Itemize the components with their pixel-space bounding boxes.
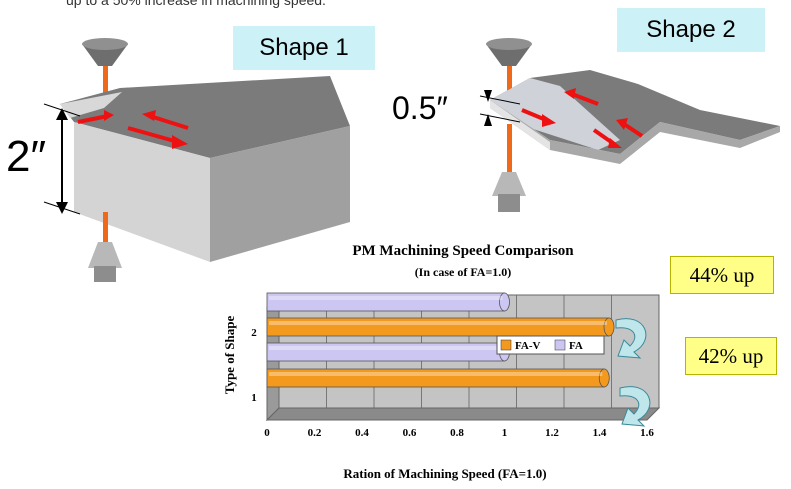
x-tick-label: 0.2 — [308, 427, 322, 439]
legend-box — [496, 335, 605, 355]
legend-label-fa-v: FA-V — [515, 340, 541, 352]
bar-fa-v-shape-1 — [266, 368, 610, 388]
shape2-dimension-label: 0.5″ — [392, 90, 448, 126]
curved-arrow-icon — [619, 386, 651, 427]
legend-label-fa: FA — [569, 340, 583, 352]
bar-highlight — [269, 346, 503, 350]
callout-shape1-increase: 42% up — [685, 337, 777, 375]
x-tick-label: 0 — [264, 427, 270, 439]
bar-highlight — [269, 321, 607, 325]
y-tick-labels: 12 — [251, 327, 257, 404]
bar-highlight — [269, 372, 603, 376]
bar-cap — [603, 317, 615, 337]
bar-body — [266, 292, 505, 312]
x-tick-label: 1.4 — [593, 427, 607, 439]
shape2-upper-tool — [486, 44, 532, 66]
shape2-label: Shape 2 — [617, 8, 765, 52]
shape1-cut-line — [103, 66, 108, 112]
legend-swatch-fa-v — [500, 339, 512, 351]
shape1-block-front — [74, 122, 210, 262]
shape1-dimension-label: 2″ — [6, 132, 47, 181]
increase-arrows — [615, 318, 651, 427]
chart-title: PM Machining Speed Comparison — [352, 243, 574, 259]
y-tick-label: 2 — [251, 327, 257, 339]
bar-body — [266, 368, 605, 388]
bar-body — [266, 342, 505, 362]
intro-text: up to a 50% increase in machining speed. — [66, 0, 326, 8]
legend-swatch-fa — [554, 339, 566, 351]
x-tick-label: 0.4 — [355, 427, 369, 439]
shape1-block-side — [210, 126, 350, 262]
bar-fa-v-shape-2 — [266, 317, 615, 337]
chart-bars — [266, 292, 615, 388]
chart-subtitle: (In case of FA=1.0) — [414, 265, 512, 279]
bar-fa-shape-2 — [266, 292, 510, 312]
bar-cap — [598, 368, 610, 388]
bar-body — [266, 317, 610, 337]
shape2-lower-tool — [492, 172, 526, 196]
x-tick-label: 1.2 — [545, 427, 559, 439]
shape1-illustration — [43, 38, 350, 282]
x-tick-labels: 0 0.2 0.4 0.6 0.8 1 1.2 1.4 1.6 — [264, 427, 654, 439]
shape2-mesh-area — [490, 78, 620, 150]
shape1-lower-tool — [88, 242, 122, 268]
y-axis-label: Type of Shape — [222, 316, 237, 395]
bar-cap — [499, 292, 510, 312]
y-tick-label: 1 — [251, 392, 257, 404]
x-tick-label: 0.8 — [450, 427, 464, 439]
curved-arrow-icon — [615, 318, 647, 359]
bar-chart: 0 0.2 0.4 0.6 0.8 1 1.2 1.4 1.6 12 FA-V FA Ratio… — [222, 292, 661, 481]
x-tick-label: 0.6 — [403, 427, 417, 439]
shape1-block-top — [60, 76, 350, 158]
callout-shape2-increase: 44% up — [670, 256, 774, 294]
shape1-upper-tool — [82, 44, 128, 66]
shape2-illustration — [479, 38, 780, 212]
shape1-label: Shape 1 — [233, 26, 375, 70]
bar-highlight — [269, 296, 503, 300]
chart-legend: FA-V FA — [496, 335, 605, 355]
x-tick-label: 1 — [502, 427, 508, 439]
shape1-arrow — [127, 126, 179, 144]
bar-fa-shape-1 — [266, 342, 510, 362]
x-tick-label: 1.6 — [640, 427, 654, 439]
x-axis-label: Ration of Machining Speed (FA=1.0) — [343, 466, 546, 481]
